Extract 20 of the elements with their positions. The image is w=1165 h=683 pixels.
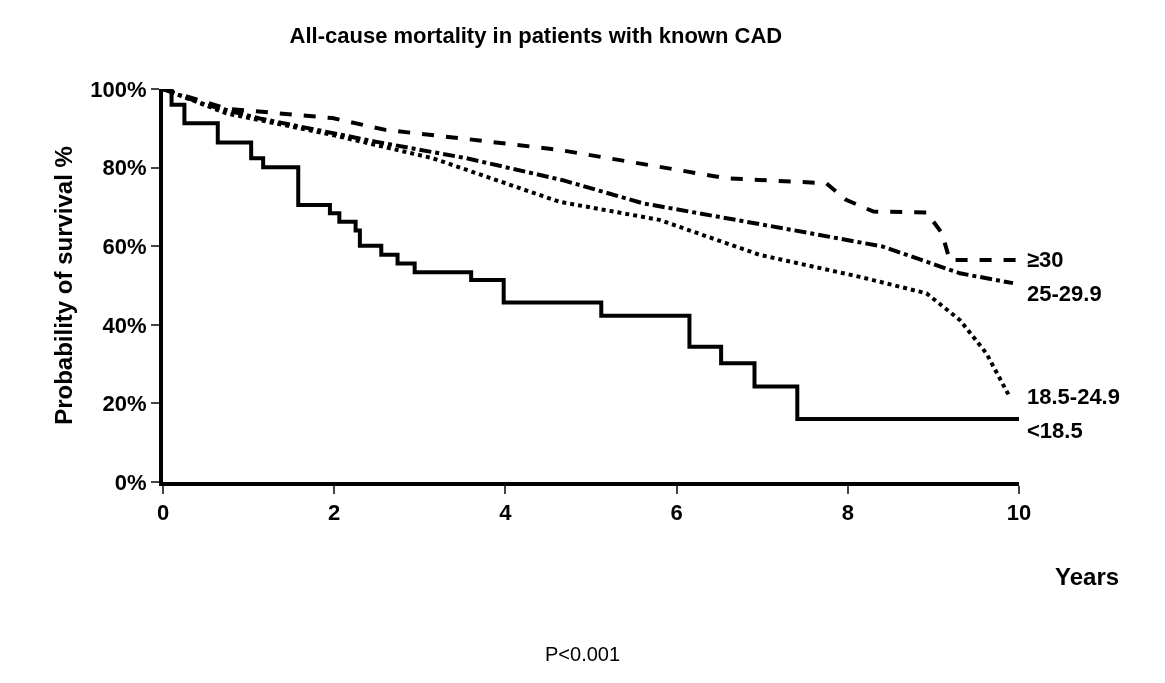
series-label: 18.5-24.9 <box>1027 384 1120 409</box>
series-label: 25-29.9 <box>1027 281 1102 306</box>
y-tick-label: 100% <box>90 76 147 102</box>
y-tick-label: 40% <box>102 312 147 338</box>
chart-title: All-cause mortality in patients with known CAD <box>289 22 783 48</box>
x-axis-title: Years <box>1055 563 1120 590</box>
x-tick-label: 10 <box>1006 500 1032 526</box>
series-label: ≥30 <box>1027 247 1064 272</box>
x-tick-label: 8 <box>841 500 854 526</box>
text: P<0.001 <box>545 643 621 665</box>
y-tick-label: 0% <box>114 469 147 495</box>
x-tick-label: 0 <box>156 500 170 526</box>
y-tick-label: 60% <box>102 233 147 259</box>
x-tick-label: 6 <box>670 500 683 526</box>
series-label: <18.5 <box>1027 418 1083 443</box>
x-tick-label: 4 <box>499 500 513 526</box>
y-tick-label: 80% <box>102 155 147 181</box>
x-tick-label: 2 <box>328 500 341 526</box>
y-tick-label: 20% <box>102 391 147 417</box>
y-axis-title: Probability of survival % <box>49 146 77 425</box>
